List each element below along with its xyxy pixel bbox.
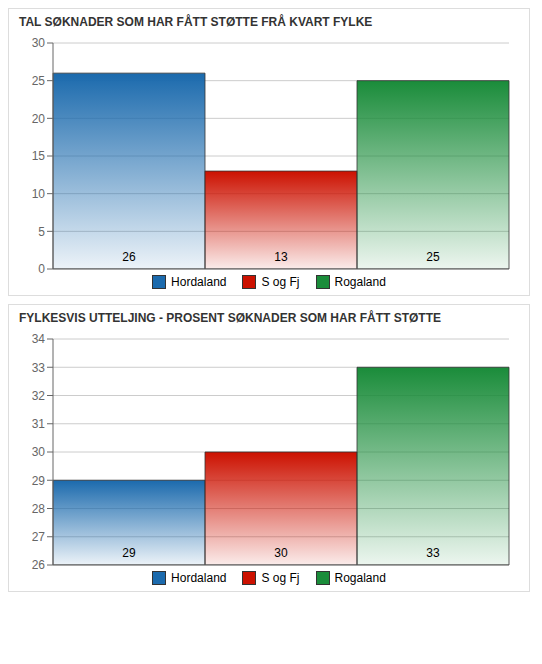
svg-text:34: 34 bbox=[32, 332, 46, 346]
svg-text:25: 25 bbox=[32, 74, 46, 88]
html-text:S og Fj: S og Fj bbox=[261, 275, 300, 289]
svg-text:20: 20 bbox=[32, 112, 46, 126]
svg-text:33: 33 bbox=[32, 361, 46, 375]
svg-text:27: 27 bbox=[32, 530, 46, 544]
html-text:Rogaland: Rogaland bbox=[334, 275, 386, 289]
svg-text:32: 32 bbox=[32, 389, 46, 403]
svg-text:10: 10 bbox=[32, 187, 46, 201]
html-text:Hordaland: Hordaland bbox=[171, 275, 227, 289]
svg-text:30: 30 bbox=[32, 445, 46, 459]
html-text:FYLKESVIS UTTELJING - PROSENT: FYLKESVIS UTTELJING - PROSENT SØKNADER S… bbox=[19, 311, 441, 325]
svg-text:0: 0 bbox=[38, 262, 45, 273]
html-text:TAL SØKNADER SOM HAR FÅTT STØT: TAL SØKNADER SOM HAR FÅTT STØTTE FRÅ KVA… bbox=[19, 15, 373, 29]
html-text:Rogaland: Rogaland bbox=[334, 571, 386, 585]
html-text:S og Fj: S og Fj bbox=[261, 571, 300, 585]
svg-text:30: 30 bbox=[32, 36, 46, 50]
svg-text:25: 25 bbox=[426, 250, 440, 264]
html-text:Hordaland: Hordaland bbox=[171, 571, 227, 585]
svg-text:29: 29 bbox=[122, 546, 136, 560]
svg-text:29: 29 bbox=[32, 474, 46, 488]
svg-text:33: 33 bbox=[426, 546, 440, 560]
svg-text:28: 28 bbox=[32, 502, 46, 516]
svg-text:13: 13 bbox=[274, 250, 288, 264]
svg-text:31: 31 bbox=[32, 417, 46, 431]
svg-text:30: 30 bbox=[274, 546, 288, 560]
svg-text:15: 15 bbox=[32, 149, 46, 163]
svg-text:26: 26 bbox=[32, 558, 46, 569]
svg-text:5: 5 bbox=[38, 225, 45, 239]
svg-text:26: 26 bbox=[122, 250, 136, 264]
